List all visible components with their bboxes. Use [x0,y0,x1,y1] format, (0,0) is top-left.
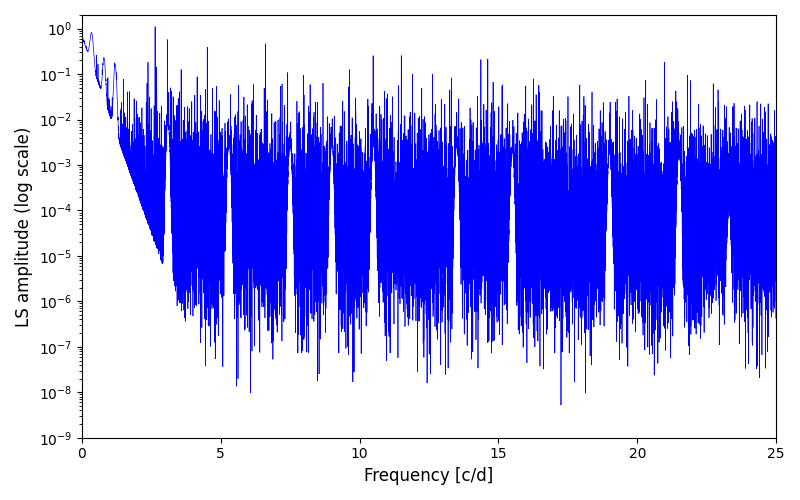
Y-axis label: LS amplitude (log scale): LS amplitude (log scale) [15,126,33,326]
X-axis label: Frequency [c/d]: Frequency [c/d] [364,467,494,485]
